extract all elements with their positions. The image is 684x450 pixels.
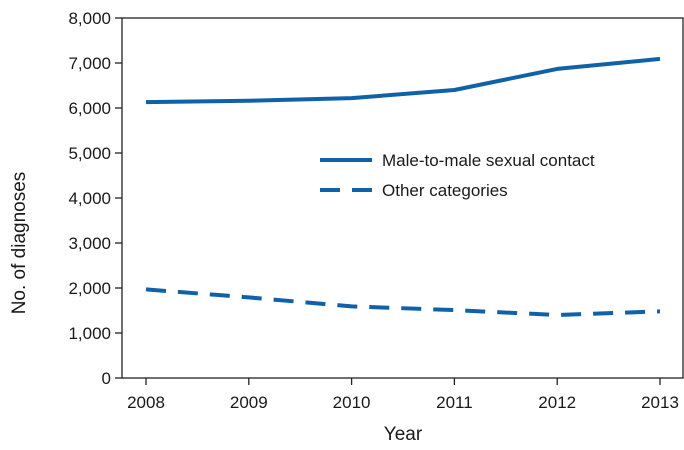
x-tick-label: 2010 — [333, 393, 371, 412]
series-line-male-to-male — [145, 56, 661, 105]
x-tick-label: 2011 — [436, 393, 473, 412]
legend: Male-to-male sexual contact Other categor… — [320, 151, 595, 200]
legend-label: Other categories — [382, 181, 508, 200]
y-tick-label: 6,000 — [68, 99, 111, 118]
x-tick-label: 2008 — [127, 393, 165, 412]
series-line-other-categories — [145, 287, 661, 317]
x-tick-label: 2012 — [538, 393, 576, 412]
y-tick-label: 7,000 — [68, 54, 111, 73]
x-axis: 2008 2009 2010 2011 2012 2013 — [127, 378, 679, 412]
y-tick-label: 8,000 — [68, 9, 111, 28]
x-axis-title: Year — [384, 424, 423, 445]
y-axis: 0 1,000 2,000 3,000 4,000 5,000 6,000 7,000 8,00… — [68, 9, 122, 388]
y-tick-label: 1,000 — [68, 324, 111, 343]
x-tick-label: 2009 — [230, 393, 268, 412]
y-axis-title: No. of diagnoses — [9, 172, 30, 315]
y-tick-label: 5,000 — [68, 144, 111, 163]
series-layer — [145, 56, 661, 317]
y-tick-label: 4,000 — [68, 189, 111, 208]
y-tick-label: 3,000 — [68, 234, 111, 253]
y-tick-label: 0 — [102, 369, 111, 388]
y-tick-label: 2,000 — [68, 279, 111, 298]
x-tick-label: 2013 — [641, 393, 679, 412]
legend-label: Male-to-male sexual contact — [382, 151, 595, 170]
